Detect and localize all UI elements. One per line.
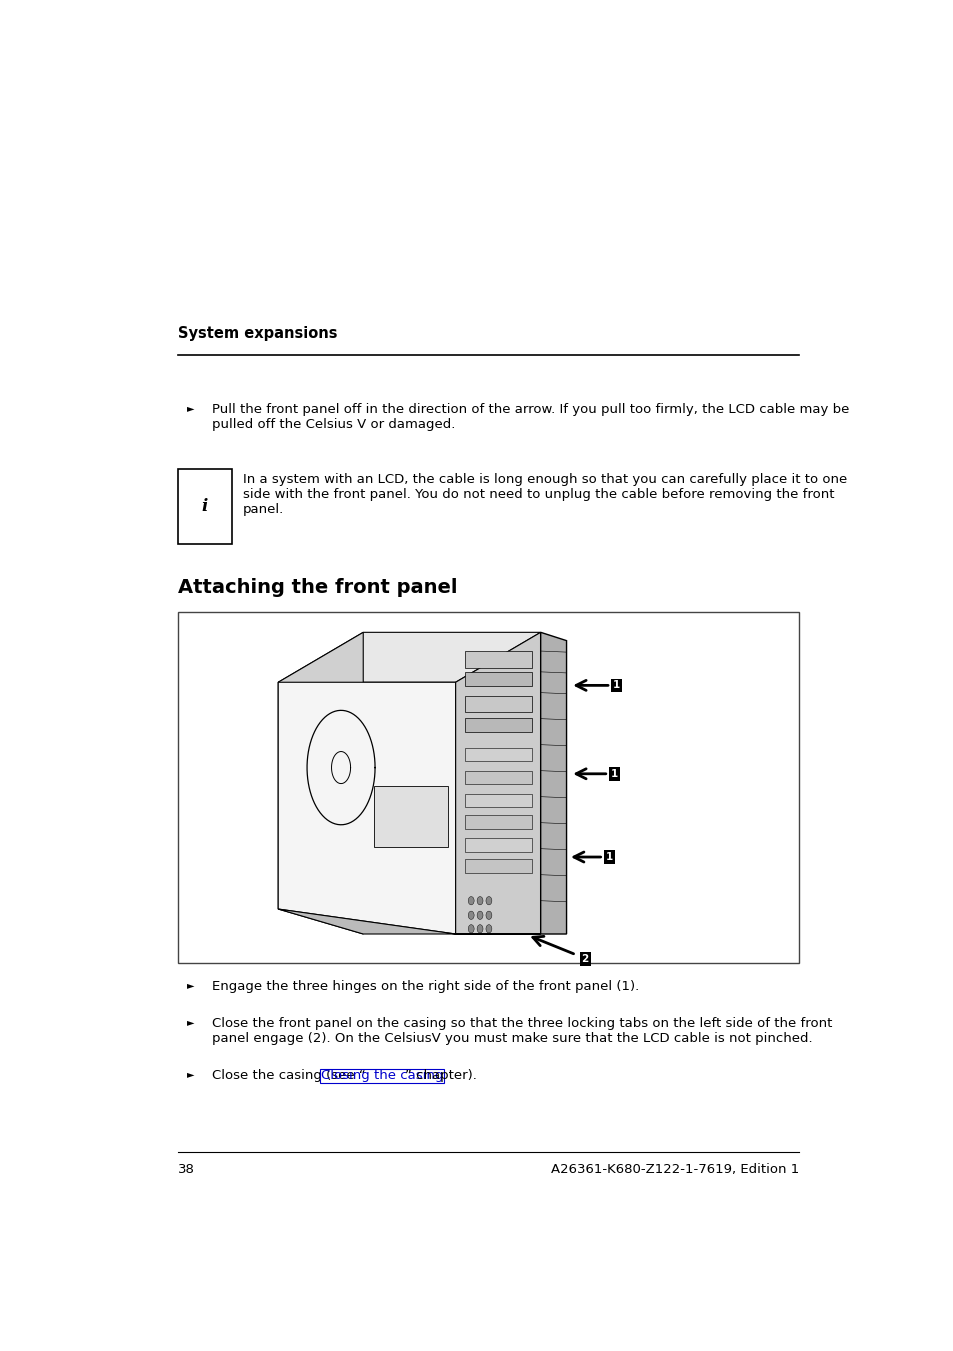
Text: ►: ► — [187, 1069, 194, 1079]
Polygon shape — [278, 632, 540, 682]
Text: In a system with an LCD, the cable is long enough so that you can carefully plac: In a system with an LCD, the cable is lo… — [242, 473, 846, 516]
Bar — [465, 696, 531, 712]
Text: A26361-K680-Z122-1-7619, Edition 1: A26361-K680-Z122-1-7619, Edition 1 — [551, 1163, 799, 1175]
Circle shape — [476, 924, 482, 934]
Bar — [465, 816, 531, 830]
Bar — [465, 651, 531, 667]
Text: 38: 38 — [178, 1163, 195, 1175]
Text: Engage the three hinges on the right side of the front panel (1).: Engage the three hinges on the right sid… — [212, 979, 639, 993]
Circle shape — [476, 911, 482, 920]
Circle shape — [485, 924, 492, 934]
Text: Closing the casing: Closing the casing — [321, 1069, 443, 1082]
Text: Attaching the front panel: Attaching the front panel — [178, 578, 457, 597]
FancyBboxPatch shape — [178, 469, 232, 544]
Bar — [178, 612, 799, 963]
Bar — [465, 859, 531, 873]
Circle shape — [468, 924, 474, 934]
Text: ►: ► — [187, 1017, 194, 1027]
Circle shape — [468, 911, 474, 920]
Text: ►: ► — [187, 404, 194, 413]
Text: ►: ► — [187, 979, 194, 990]
Text: Close the front panel on the casing so that the three locking tabs on the left s: Close the front panel on the casing so t… — [212, 1017, 831, 1046]
Bar — [465, 748, 531, 762]
Bar — [465, 793, 531, 807]
Polygon shape — [374, 786, 448, 847]
Bar — [465, 671, 531, 686]
Text: 2: 2 — [580, 954, 588, 965]
Polygon shape — [278, 682, 456, 934]
Circle shape — [485, 897, 492, 905]
Circle shape — [476, 897, 482, 905]
Text: Pull the front panel off in the direction of the arrow. If you pull too firmly, : Pull the front panel off in the directio… — [212, 404, 848, 431]
Text: Close the casing (see “: Close the casing (see “ — [212, 1069, 365, 1082]
Text: 1: 1 — [605, 852, 613, 862]
Polygon shape — [278, 909, 540, 934]
Polygon shape — [456, 632, 540, 934]
Text: 1: 1 — [612, 681, 619, 690]
Bar — [465, 770, 531, 784]
Bar — [465, 717, 531, 732]
Text: 1: 1 — [610, 769, 618, 778]
Circle shape — [485, 911, 492, 920]
Text: i: i — [202, 499, 208, 515]
Text: System expansions: System expansions — [178, 326, 337, 340]
Bar — [465, 838, 531, 852]
Text: ” chapter).: ” chapter). — [405, 1069, 476, 1082]
Polygon shape — [278, 632, 363, 934]
Circle shape — [468, 897, 474, 905]
Polygon shape — [540, 632, 566, 934]
